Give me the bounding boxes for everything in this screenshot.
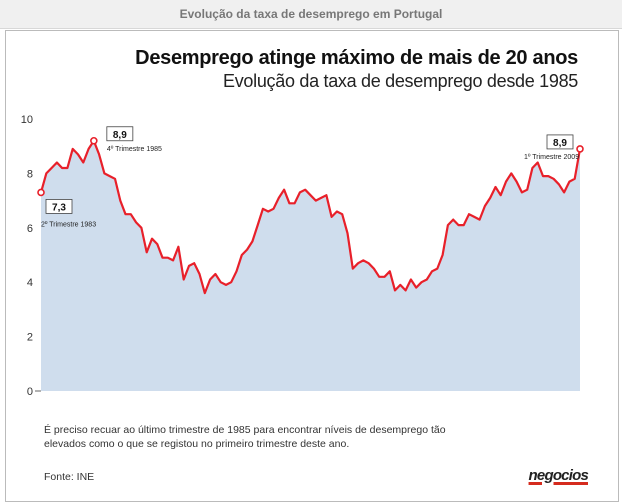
caption-bar: Evolução da taxa de desemprego em Portug…: [0, 0, 622, 29]
series-line: [39, 139, 582, 295]
annotation-value: 8,9: [553, 138, 567, 149]
chart-title: Desemprego atinge máximo de mais de 20 a…: [135, 47, 578, 69]
annotation-period: 1º Trimestre 2009: [524, 154, 579, 161]
chart-subtitle: Evolução da taxa de desemprego desde 198…: [223, 71, 578, 91]
annotation-value: 7,3: [52, 202, 66, 213]
area-fill: [41, 140, 580, 391]
chart-card: Desemprego atinge máximo de mais de 20 a…: [5, 30, 619, 502]
unemployment-chart: 0 2 4 6 8 10 7,3 2º Trimestre 1983 8,9 4º Trimest…: [21, 114, 584, 398]
source-text: Fonte: INE: [44, 471, 95, 483]
brand-logo: negocios: [528, 467, 589, 484]
y-tick-label: 0: [27, 386, 33, 398]
annotation-period: 2º Trimestre 1983: [41, 221, 96, 228]
y-tick-label: 6: [27, 223, 33, 235]
annotation-box: [106, 126, 134, 142]
y-tick-label: 8: [27, 168, 33, 180]
annotation-box: [546, 134, 574, 150]
annotation-point: [576, 145, 584, 153]
caption-text: Evolução da taxa de desemprego em Portug…: [179, 7, 443, 21]
y-tick-label: 2: [27, 332, 33, 344]
annotation-box: [45, 199, 73, 214]
y-tick-label: 10: [21, 114, 33, 126]
chart-note: É preciso recuar ao último trimestre de …: [44, 424, 446, 450]
annotation-point: [90, 136, 98, 145]
annotation-period: 4º Trimestre 1985: [107, 146, 162, 153]
y-tick-label: 4: [27, 277, 33, 289]
annotation-value: 8,9: [113, 130, 127, 141]
annotation-point: [37, 188, 45, 197]
